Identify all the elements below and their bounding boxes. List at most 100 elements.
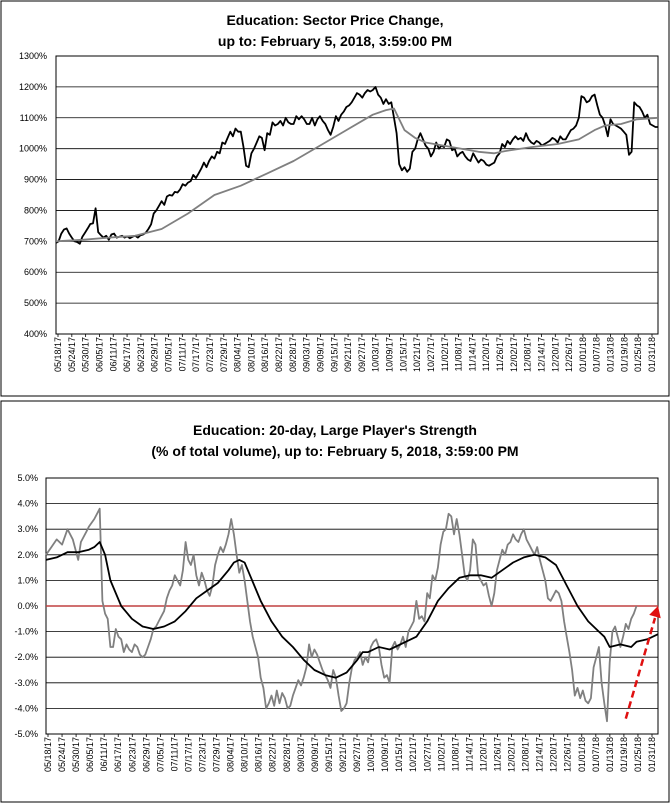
y-tick-label: 700% — [24, 236, 47, 246]
x-tick-label: 10/27/17 — [426, 337, 436, 372]
x-tick-label: 08/22/17 — [274, 337, 284, 372]
x-tick-label: 07/05/17 — [155, 737, 165, 772]
x-tick-label: 07/11/17 — [177, 337, 187, 371]
x-tick-label: 09/27/17 — [352, 737, 362, 772]
x-tick-label: 12/20/17 — [550, 337, 560, 372]
x-tick-label: 09/27/17 — [357, 337, 367, 372]
x-tick-label: 07/05/17 — [164, 337, 174, 372]
x-tick-label: 05/24/17 — [67, 337, 77, 372]
x-tick-label: 12/02/17 — [507, 737, 517, 772]
x-tick-label: 12/08/17 — [523, 337, 533, 372]
y-tick-label: 4.0% — [17, 499, 38, 509]
x-tick-label: 12/02/17 — [509, 337, 519, 372]
y-tick-label: 800% — [24, 205, 47, 215]
y-tick-label: 500% — [24, 298, 47, 308]
x-tick-label: 06/29/17 — [150, 337, 160, 372]
x-tick-label: 06/05/17 — [85, 737, 95, 772]
x-tick-label: 01/07/18 — [592, 337, 602, 372]
x-tick-label: 09/03/17 — [302, 337, 312, 372]
x-tick-label: 07/23/17 — [198, 737, 208, 772]
x-tick-label: 01/25/18 — [633, 737, 643, 772]
x-tick-label: 06/11/17 — [99, 737, 109, 771]
x-tick-label: 01/25/18 — [633, 337, 643, 372]
x-tick-label: 08/10/17 — [246, 337, 256, 372]
x-tick-label: 01/13/18 — [605, 737, 615, 772]
y-tick-label: 1300% — [19, 51, 47, 61]
x-tick-label: 07/29/17 — [212, 737, 222, 772]
y-tick-label: -2.0% — [14, 652, 38, 662]
x-tick-label: 06/23/17 — [136, 337, 146, 372]
x-tick-label: 05/30/17 — [81, 337, 91, 372]
plot-background — [55, 55, 659, 335]
x-tick-label: 07/17/17 — [191, 337, 201, 372]
x-tick-label: 06/17/17 — [113, 737, 123, 772]
x-tick-label: 12/20/17 — [549, 737, 559, 772]
y-tick-label: 0.0% — [17, 601, 38, 611]
x-tick-label: 06/11/17 — [108, 337, 118, 371]
series-line-2 — [45, 541, 659, 679]
x-tick-label: 05/30/17 — [71, 737, 81, 772]
y-tick-label: -4.0% — [14, 703, 38, 713]
x-tick-label: 01/07/18 — [591, 737, 601, 772]
x-tick-label: 11/08/17 — [450, 737, 460, 771]
x-tick-label: 08/10/17 — [240, 737, 250, 772]
x-tick-label: 01/19/18 — [619, 337, 629, 372]
x-tick-label: 09/03/17 — [296, 737, 306, 772]
y-tick-label: -5.0% — [14, 729, 38, 739]
x-tick-label: 08/28/17 — [288, 337, 298, 372]
x-tick-label: 08/16/17 — [254, 737, 264, 772]
x-tick-label: 10/03/17 — [371, 337, 381, 372]
x-tick-label: 12/26/17 — [564, 337, 574, 372]
x-tick-label: 12/26/17 — [563, 737, 573, 772]
x-tick-label: 11/08/17 — [454, 337, 464, 371]
y-tick-label: 1200% — [19, 82, 47, 92]
trend-arrow-head — [649, 606, 661, 619]
x-tick-label: 01/01/18 — [578, 337, 588, 372]
y-tick-label: 5.0% — [17, 473, 38, 483]
x-tick-label: 09/09/17 — [310, 737, 320, 772]
y-tick-label: 400% — [24, 329, 47, 339]
x-tick-label: 10/09/17 — [385, 337, 395, 372]
x-tick-label: 06/17/17 — [122, 337, 132, 372]
y-tick-label: 600% — [24, 267, 47, 277]
x-tick-label: 12/08/17 — [521, 737, 531, 772]
chart-subtitle: (% of total volume), up to: February 5, … — [151, 443, 518, 459]
x-tick-label: 11/02/17 — [440, 337, 450, 371]
y-tick-label: 3.0% — [17, 524, 38, 534]
chart-subtitle: up to: February 5, 2018, 3:59:00 PM — [218, 33, 452, 49]
y-tick-label: -3.0% — [14, 678, 38, 688]
x-tick-label: 06/29/17 — [141, 737, 151, 772]
chart-title: Education: Sector Price Change, — [226, 12, 443, 28]
y-tick-label: 2.0% — [17, 550, 38, 560]
x-tick-label: 11/26/17 — [492, 737, 502, 771]
x-tick-label: 01/01/18 — [577, 737, 587, 772]
plot-area: 5.0% 4.0% 3.0% 2.0% 1.0% 0.0% -1.0% -2.0% -3.0% -… — [14, 473, 661, 772]
x-tick-label: 05/24/17 — [57, 737, 67, 772]
y-tick-label: 1100% — [20, 113, 47, 123]
x-tick-label: 07/29/17 — [219, 337, 229, 372]
chart-title: Education: 20-day, Large Player's Streng… — [193, 422, 477, 438]
series-line-1 — [55, 86, 658, 245]
x-tick-label: 05/18/17 — [53, 337, 63, 372]
x-tick-label: 08/22/17 — [268, 737, 278, 772]
x-tick-label: 11/02/17 — [436, 737, 446, 771]
x-tick-label: 07/11/17 — [169, 737, 179, 771]
x-tick-label: 01/19/18 — [619, 737, 629, 772]
plot-area: 1300% 1200% 1100% 1000% 900% 800% 700% 600% 500%… — [19, 51, 659, 372]
x-tick-label: 01/13/18 — [606, 337, 616, 372]
x-tick-label: 06/23/17 — [127, 737, 137, 772]
x-tick-label: 10/21/17 — [408, 737, 418, 772]
y-tick-label: 1000% — [19, 144, 47, 154]
x-tick-label: 08/16/17 — [260, 337, 270, 372]
price-change-panel: Education: Sector Price Change, up to: F… — [0, 0, 670, 397]
x-tick-label: 09/09/17 — [315, 337, 325, 372]
y-tick-label: 1.0% — [17, 575, 38, 585]
x-tick-label: 10/21/17 — [412, 337, 422, 372]
x-tick-label: 10/09/17 — [380, 737, 390, 772]
x-tick-label: 06/05/17 — [94, 337, 104, 372]
x-tick-label: 10/03/17 — [366, 737, 376, 772]
x-tick-label: 11/14/17 — [464, 737, 474, 771]
x-tick-label: 10/15/17 — [394, 737, 404, 772]
x-tick-label: 11/20/17 — [478, 737, 488, 771]
